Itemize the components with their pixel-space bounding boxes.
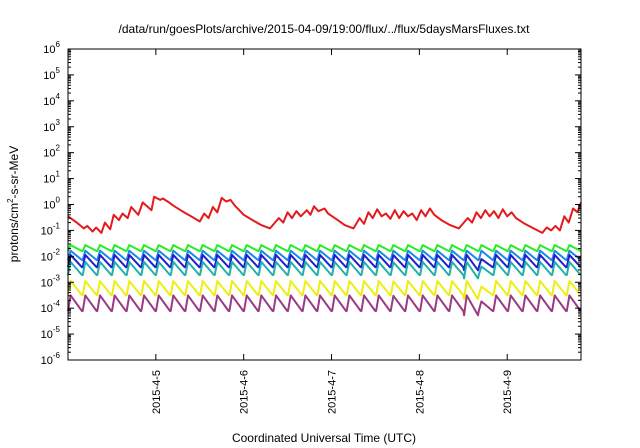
- x-tick-label: 2015-4-5: [151, 370, 163, 414]
- plot-frame: [67, 48, 582, 361]
- x-tick-label: 2015-4-7: [327, 370, 339, 414]
- y-tick-label: 103: [43, 118, 60, 134]
- x-tick-label: 2015-4-6: [239, 370, 251, 414]
- y-tick-label: 102: [43, 144, 60, 160]
- y-tick-label: 106: [43, 40, 60, 56]
- y-tick-label: 105: [43, 66, 60, 82]
- x-tick-label: 2015-4-8: [414, 370, 426, 414]
- y-tick-label: 10-6: [41, 351, 61, 367]
- y-tick-label: 10-4: [41, 299, 61, 315]
- x-axis-label: Coordinated Universal Time (UTC): [232, 431, 416, 445]
- series-line: [67, 249, 582, 261]
- y-tick-label: 100: [43, 196, 60, 212]
- series-line: [67, 260, 582, 280]
- axis-ticks: 10-6 10-5 10-4 10-3 10-2 10-1 100 101 102 103 104 1…: [41, 40, 581, 414]
- y-tick-label: 10-2: [41, 247, 61, 263]
- y-tick-label: 10-5: [41, 325, 61, 341]
- series-line: [67, 253, 582, 272]
- y-axis-label: protons/cm2-s-sr-MeV: [6, 146, 21, 262]
- series-group: [67, 195, 582, 317]
- y-tick-label: 101: [43, 170, 60, 186]
- x-tick-label: 2015-4-9: [502, 370, 514, 414]
- chart-title: /data/run/goesPlots/archive/2015-04-09/1…: [119, 22, 531, 36]
- y-tick-label: 10-3: [41, 273, 61, 289]
- y-tick-label: 10-1: [41, 221, 61, 237]
- series-line: [67, 294, 582, 317]
- series-line: [67, 280, 582, 301]
- series-line: [67, 195, 582, 234]
- y-tick-label: 104: [43, 92, 60, 108]
- series-line: [67, 244, 582, 252]
